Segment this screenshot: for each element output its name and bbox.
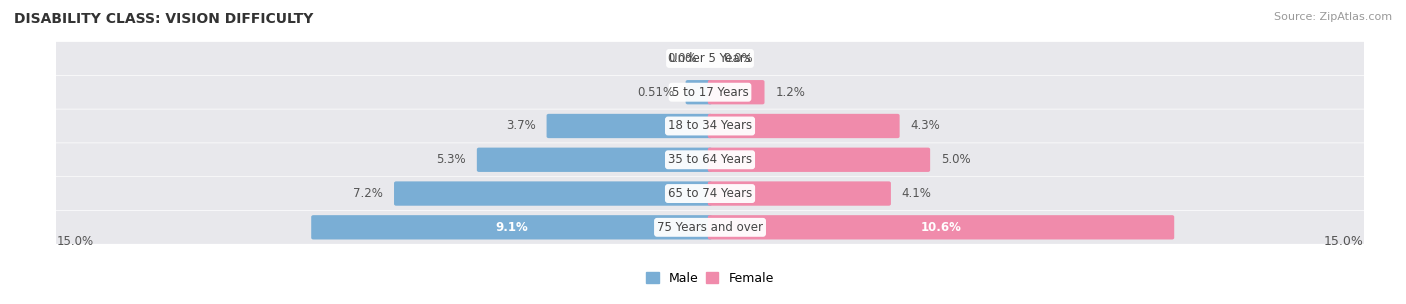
FancyBboxPatch shape <box>707 148 931 172</box>
Text: Under 5 Years: Under 5 Years <box>669 52 751 65</box>
Text: Source: ZipAtlas.com: Source: ZipAtlas.com <box>1274 12 1392 22</box>
Text: 18 to 34 Years: 18 to 34 Years <box>668 119 752 133</box>
Text: 0.51%: 0.51% <box>637 86 675 99</box>
FancyBboxPatch shape <box>311 215 713 240</box>
FancyBboxPatch shape <box>686 80 713 104</box>
FancyBboxPatch shape <box>53 42 1367 75</box>
Text: 5.0%: 5.0% <box>941 153 970 166</box>
Text: 3.7%: 3.7% <box>506 119 536 133</box>
FancyBboxPatch shape <box>53 109 1367 143</box>
Text: 5.3%: 5.3% <box>436 153 465 166</box>
Legend: Male, Female: Male, Female <box>641 267 779 290</box>
FancyBboxPatch shape <box>477 148 713 172</box>
Text: 75 Years and over: 75 Years and over <box>657 221 763 234</box>
FancyBboxPatch shape <box>394 181 713 206</box>
FancyBboxPatch shape <box>707 215 1174 240</box>
Text: DISABILITY CLASS: VISION DIFFICULTY: DISABILITY CLASS: VISION DIFFICULTY <box>14 12 314 26</box>
FancyBboxPatch shape <box>53 177 1367 210</box>
FancyBboxPatch shape <box>547 114 713 138</box>
Text: 65 to 74 Years: 65 to 74 Years <box>668 187 752 200</box>
FancyBboxPatch shape <box>707 80 765 104</box>
Text: 35 to 64 Years: 35 to 64 Years <box>668 153 752 166</box>
Text: 0.0%: 0.0% <box>723 52 752 65</box>
FancyBboxPatch shape <box>53 211 1367 244</box>
Text: 10.6%: 10.6% <box>921 221 962 234</box>
FancyBboxPatch shape <box>707 114 900 138</box>
Text: 15.0%: 15.0% <box>1324 235 1364 248</box>
Text: 4.3%: 4.3% <box>911 119 941 133</box>
FancyBboxPatch shape <box>53 143 1367 176</box>
Text: 7.2%: 7.2% <box>353 187 382 200</box>
Text: 0.0%: 0.0% <box>668 52 697 65</box>
FancyBboxPatch shape <box>53 76 1367 109</box>
Text: 9.1%: 9.1% <box>495 221 529 234</box>
Text: 4.1%: 4.1% <box>901 187 932 200</box>
Text: 1.2%: 1.2% <box>776 86 806 99</box>
FancyBboxPatch shape <box>707 181 891 206</box>
Text: 5 to 17 Years: 5 to 17 Years <box>672 86 748 99</box>
Text: 15.0%: 15.0% <box>56 235 93 248</box>
